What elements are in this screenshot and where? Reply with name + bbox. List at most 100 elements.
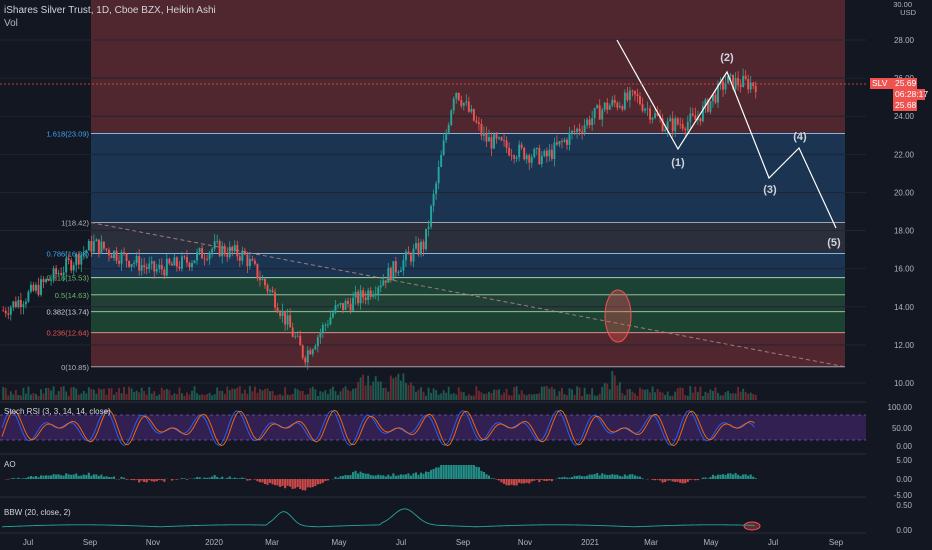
volume-bar (9, 391, 12, 400)
wave-label: (1) (671, 157, 685, 169)
ao-bar (752, 476, 755, 479)
ao-bar (316, 479, 319, 485)
volume-bar (301, 390, 304, 400)
volume-bar (558, 391, 561, 400)
volume-bar (266, 388, 269, 400)
volume-bar (694, 386, 697, 400)
volume-bar (47, 387, 50, 400)
candle-body (133, 262, 136, 265)
volume-bar (467, 394, 470, 400)
candle-body (286, 315, 289, 325)
candle-body (178, 266, 181, 269)
ao-bar (138, 479, 141, 483)
candle-body (576, 128, 579, 132)
drawings[interactable]: (1) (2) (3) (4) (5) (0, 39, 866, 531)
candle-body (316, 337, 319, 347)
ao-bar (719, 474, 722, 479)
candle-body (344, 301, 347, 310)
candle-body (465, 101, 468, 103)
ao-bar (304, 479, 307, 491)
volume-bar (228, 390, 231, 400)
volume-bar (145, 394, 148, 400)
volume-bar (211, 395, 214, 400)
candle-body (422, 241, 425, 250)
time-axis-tick: Nov (518, 538, 532, 547)
candle-body (548, 149, 551, 157)
symbol-title[interactable]: iShares Silver Trust, 1D, Cboe BZX, Heik… (4, 5, 216, 16)
candle-body (62, 272, 65, 275)
candle-body (163, 269, 166, 276)
candle-body (709, 100, 712, 112)
volume-bar (611, 371, 614, 400)
ao-bar (296, 479, 299, 488)
candle-body (180, 256, 183, 269)
volume-bar (296, 389, 299, 400)
candle-body (186, 256, 188, 263)
candle-body (143, 265, 146, 268)
candle-body (77, 254, 80, 265)
volume-bar (742, 388, 745, 400)
candle-body (412, 248, 415, 262)
volume-bar (704, 391, 707, 400)
candle-body (196, 252, 198, 261)
ao-bar (387, 474, 390, 479)
candle-body (253, 260, 256, 264)
ao-bar (60, 475, 63, 479)
elliott-wave-path (616, 39, 837, 229)
volume-bar (362, 374, 365, 400)
volume-bar (674, 391, 677, 400)
candle-body (430, 205, 433, 227)
volume-bar (342, 388, 344, 400)
volume-bar (243, 389, 246, 400)
volume-bar (621, 393, 624, 400)
volume-bar (75, 388, 78, 400)
volume-bar (661, 392, 664, 400)
ao-bar (565, 477, 569, 479)
candle-body (455, 92, 458, 99)
volume-bar (206, 394, 209, 400)
volume-bar (591, 388, 594, 400)
candle-body (676, 118, 679, 125)
volume-bar (613, 375, 616, 400)
volume-bar (550, 386, 553, 400)
bbw-tick: 0.00 (896, 526, 912, 535)
ao-bar (508, 479, 511, 486)
ao-bar (17, 477, 20, 479)
volume-bar (158, 394, 161, 400)
candles[interactable] (2, 68, 757, 370)
ao-bar (213, 475, 216, 479)
ao-bar (641, 478, 644, 479)
volume-bar (649, 392, 651, 400)
chart-header: iShares Silver Trust, 1D, Cboe BZX, Heik… (4, 4, 216, 30)
candle-body (216, 240, 219, 242)
candle-body (309, 350, 312, 355)
candle-body (684, 128, 687, 131)
ao-bar (530, 479, 533, 482)
candle-body (727, 76, 730, 84)
volume-bar (435, 390, 438, 400)
volume-bar (523, 394, 526, 400)
candle-body (538, 147, 541, 165)
candle-body (452, 98, 455, 111)
ao-bar (513, 479, 516, 486)
candle-body (754, 85, 757, 93)
ao-bar (276, 479, 279, 486)
candle-body (4, 310, 7, 314)
volume-bar (503, 392, 506, 400)
candle-body (95, 239, 98, 242)
ao-bar (266, 479, 269, 485)
candle-body (198, 248, 201, 253)
volume-bar (520, 390, 523, 400)
ao-bar (628, 474, 631, 479)
candle-body (296, 335, 299, 337)
fib-label: 0.786(16.80) (46, 249, 89, 258)
volume-bar (304, 394, 307, 400)
candle-body (674, 118, 677, 132)
ao-bar (321, 479, 324, 483)
volume-bar (744, 391, 747, 400)
candle-body (306, 350, 309, 363)
ao-bar (535, 479, 538, 480)
ao-bar (467, 465, 470, 479)
ao-bar (523, 479, 526, 484)
